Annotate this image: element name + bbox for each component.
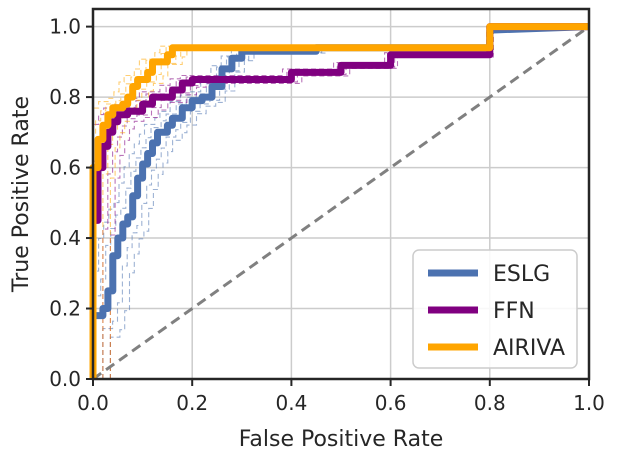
series-line-eslg [89, 23, 590, 379]
y-tick-label: 0.2 [49, 297, 81, 321]
cv-fold-line [102, 26, 590, 379]
legend-label: AIRIVA [493, 336, 565, 361]
series-lines [89, 23, 590, 379]
series-line-airiva [89, 23, 589, 379]
cv-fold-line [109, 26, 590, 379]
cv-fold-line [92, 26, 589, 379]
y-axis-label: True Positive Rate [9, 96, 34, 293]
y-tick-label: 1.0 [49, 15, 81, 39]
legend-box [412, 249, 578, 369]
x-tick-label: 1.0 [573, 391, 605, 415]
chance-diagonal [92, 25, 590, 381]
cv-fold-line [102, 26, 589, 379]
x-tick-label: 0.2 [176, 391, 208, 415]
y-axis: 0.0 0.2 0.4 0.6 0.8 1.0 [49, 15, 93, 391]
legend-label: FFN [493, 299, 535, 324]
cv-fold-line [92, 26, 590, 379]
legend-label: ESLG [493, 262, 550, 287]
legend: ESLG FFN AIRIVA [412, 249, 578, 369]
plot-frame [91, 7, 591, 381]
y-tick-label: 0.0 [49, 367, 81, 391]
x-axis-label: False Positive Rate [239, 427, 443, 452]
x-tick-label: 0.6 [375, 391, 407, 415]
y-tick-label: 0.6 [49, 156, 81, 180]
series-line-ffn [89, 23, 589, 379]
cv-fold-line [92, 26, 590, 379]
x-tick-label: 0.0 [77, 391, 109, 415]
x-tick-label: 0.8 [474, 391, 506, 415]
x-axis: 0.0 0.2 0.4 0.6 0.8 1.0 [77, 379, 605, 415]
y-tick-label: 0.4 [49, 226, 81, 250]
x-tick-label: 0.4 [275, 391, 307, 415]
y-tick-label: 0.8 [49, 85, 81, 109]
cv-fold-curves [92, 26, 590, 379]
cv-fold-line [109, 26, 589, 379]
